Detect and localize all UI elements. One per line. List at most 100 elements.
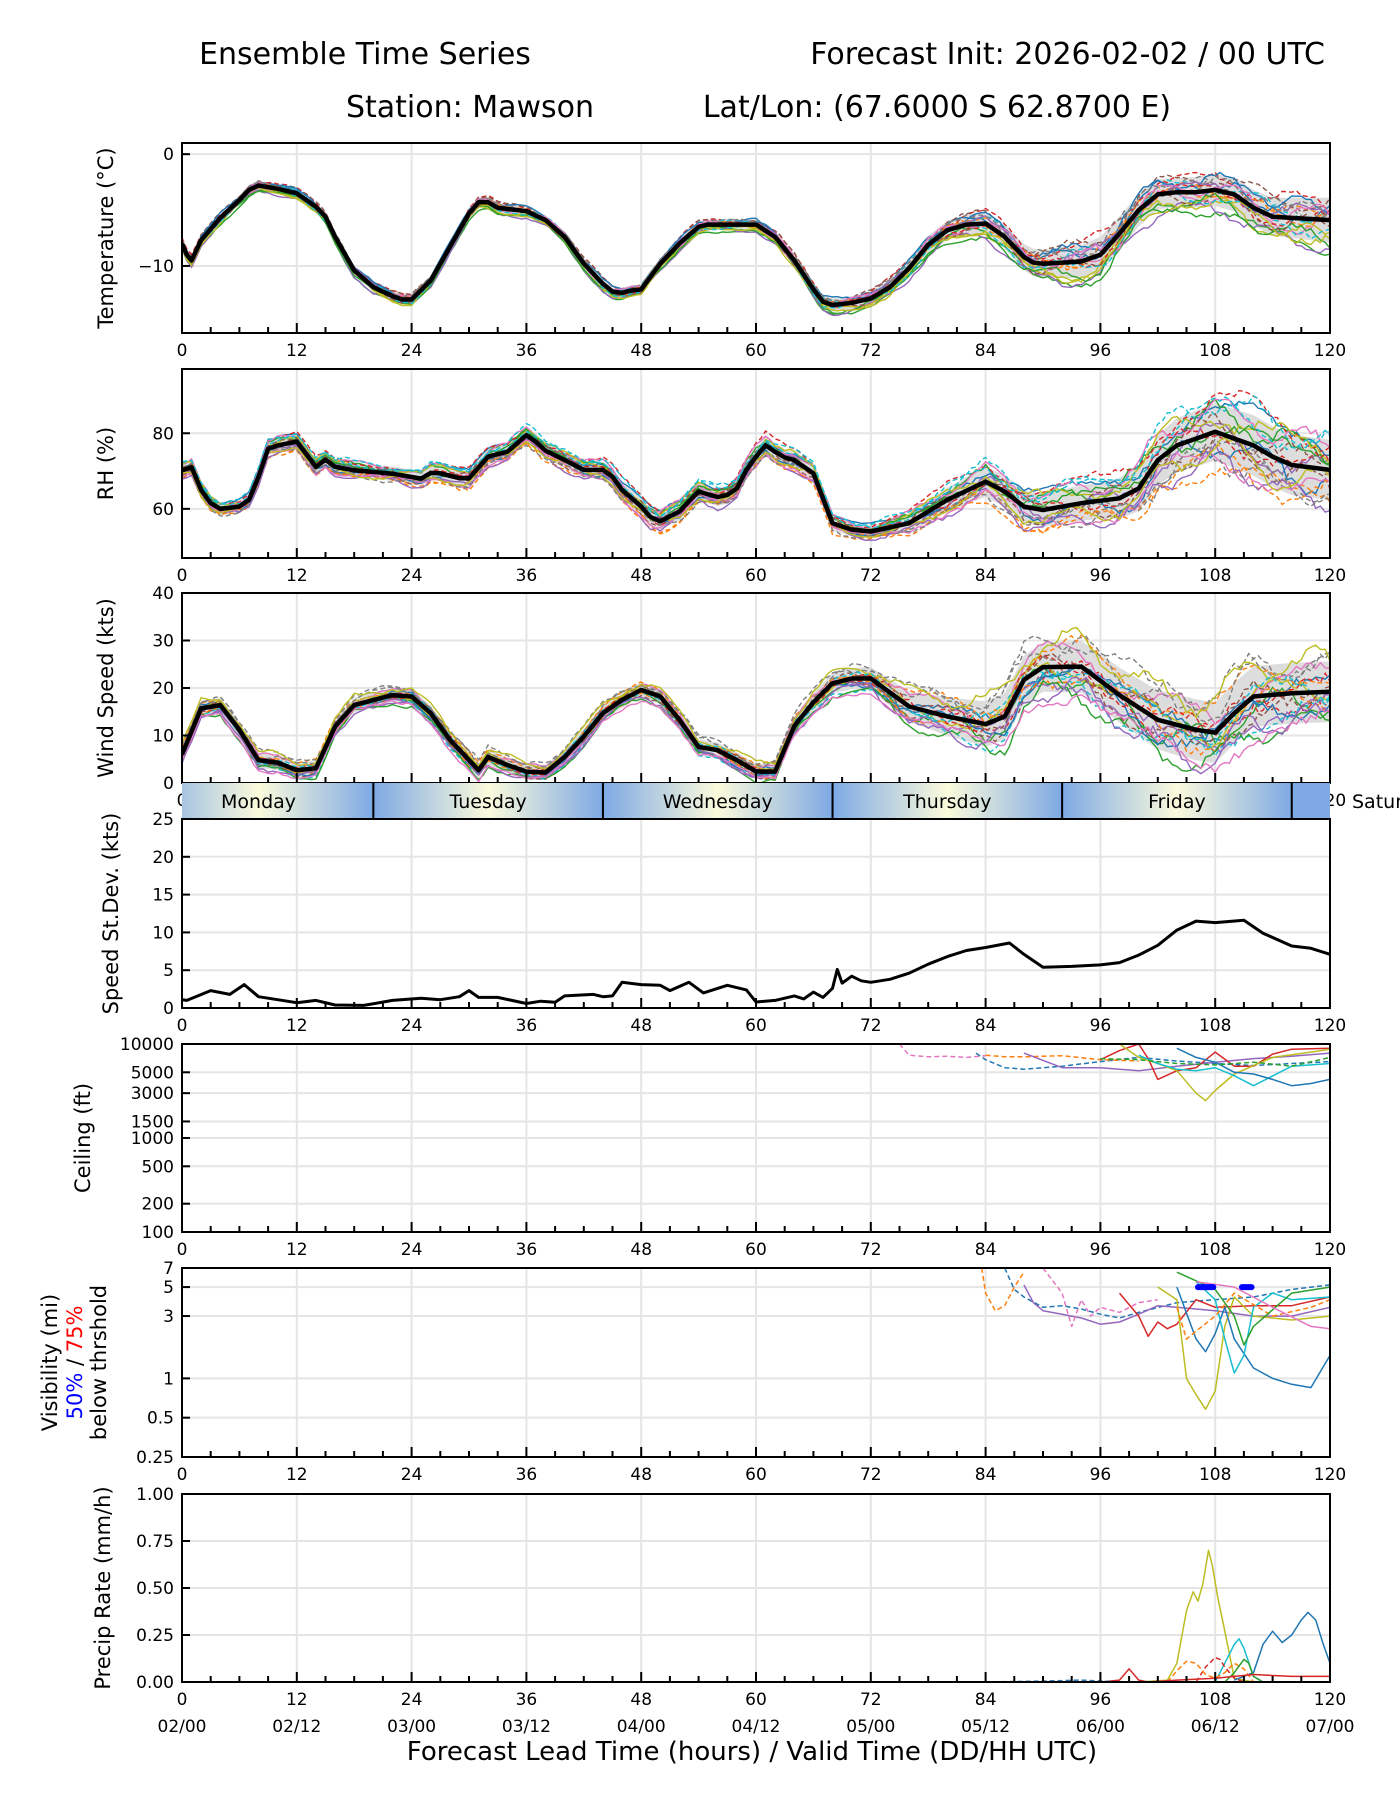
x-tick-label: 36 bbox=[516, 341, 538, 361]
ensemble-member-line bbox=[182, 437, 1330, 539]
x-tick-label: 108 bbox=[1199, 566, 1231, 586]
series-line bbox=[1157, 1286, 1330, 1411]
series-line bbox=[1138, 1054, 1330, 1087]
x-tick-label: 120 bbox=[1314, 1690, 1346, 1710]
x-tick-label: 36 bbox=[516, 566, 538, 586]
panel-speed_stdev: 0 5 10 15 20 25 0 12 24 36 48 60 72 84 96 108 120 Speed S… bbox=[99, 810, 1346, 1036]
x-tick-label: 0 bbox=[177, 1465, 188, 1485]
x-tick-label: 120 bbox=[1314, 1240, 1346, 1260]
valid-time-label: 04/12 bbox=[732, 1717, 781, 1737]
y-tick-label: 3 bbox=[163, 1307, 174, 1327]
station-label: Station: Mawson bbox=[346, 90, 594, 125]
ensemble-member-line bbox=[182, 398, 1330, 531]
spread-band bbox=[182, 640, 1330, 781]
x-tick-label: 0 bbox=[177, 1240, 188, 1260]
x-tick-label: 108 bbox=[1199, 1465, 1231, 1485]
ensemble-member-line bbox=[182, 626, 1330, 770]
x-tick-label: 120 bbox=[1314, 566, 1346, 586]
series-line bbox=[1023, 1284, 1330, 1325]
visibility-series bbox=[981, 1267, 1330, 1411]
y-tick-label: 100 bbox=[142, 1223, 174, 1243]
day-label: Saturday bbox=[1352, 791, 1400, 813]
valid-time-label: 02/12 bbox=[272, 1717, 321, 1737]
y-tick-label: 1500 bbox=[131, 1112, 174, 1132]
y-tick-label: 3000 bbox=[131, 1084, 174, 1104]
valid-time-label: 05/00 bbox=[846, 1717, 895, 1737]
threshold-50-label: 50% bbox=[63, 1373, 87, 1420]
x-tick-label: 24 bbox=[401, 1240, 423, 1260]
y-tick-label: −10 bbox=[138, 257, 174, 277]
y-tick-label: 20 bbox=[152, 848, 174, 868]
y-tick-label: 80 bbox=[152, 424, 174, 444]
x-tick-label: 60 bbox=[745, 341, 767, 361]
valid-time-label: 04/00 bbox=[617, 1717, 666, 1737]
series-line bbox=[1166, 1660, 1255, 1683]
y-axis-label: Wind Speed (kts) bbox=[94, 598, 118, 778]
ensemble-members bbox=[182, 389, 1330, 542]
ensemble-member-line bbox=[182, 442, 1330, 538]
y-axis-label: Ceiling (ft) bbox=[71, 1083, 95, 1193]
series-line bbox=[1176, 1292, 1330, 1340]
series-line bbox=[985, 1054, 1139, 1062]
x-tick-label: 0 bbox=[177, 341, 188, 361]
series-line bbox=[1004, 1267, 1330, 1319]
x-tick-label: 48 bbox=[630, 1690, 652, 1710]
x-tick-label: 96 bbox=[1090, 566, 1112, 586]
y-tick-label: 30 bbox=[152, 632, 174, 652]
panel-wind_speed: 01020304001224364860728496108120Wind Spe… bbox=[94, 584, 1346, 811]
y-tick-label: 60 bbox=[152, 500, 174, 520]
y-tick-label: 10 bbox=[152, 923, 174, 943]
y-axis-label: Speed St.Dev. (kts) bbox=[99, 813, 123, 1015]
ensemble-members bbox=[182, 171, 1330, 317]
series-line bbox=[1100, 1056, 1330, 1067]
y-tick-label: 10000 bbox=[120, 1035, 174, 1055]
series-line bbox=[1234, 1611, 1330, 1681]
ensemble-member-line bbox=[182, 389, 1330, 529]
y-tick-label: 10 bbox=[152, 727, 174, 747]
spread-band bbox=[182, 173, 1330, 312]
ensemble-member-line bbox=[182, 439, 1330, 535]
y-axis-label: Precip Rate (mm/h) bbox=[91, 1486, 115, 1689]
day-label: Monday bbox=[221, 791, 296, 813]
y-tick-label: 5 bbox=[163, 961, 174, 981]
series-line bbox=[1118, 1292, 1330, 1338]
x-tick-label: 72 bbox=[860, 1240, 882, 1260]
x-tick-label: 120 bbox=[1314, 1465, 1346, 1485]
panel-visibility: 0.25 0.5 1 3 57 0 12 24 36 48 60 72 84 96 108 120 Visibi… bbox=[38, 1259, 1346, 1485]
y-tick-label: 20 bbox=[152, 679, 174, 699]
series-line bbox=[1195, 1280, 1330, 1330]
x-tick-label: 24 bbox=[401, 1690, 423, 1710]
y-tick-label: 500 bbox=[142, 1157, 174, 1177]
x-tick-label: 108 bbox=[1199, 1016, 1231, 1036]
forecast-init-label: Forecast Init: 2026-02-02 / 00 UTC bbox=[810, 37, 1325, 72]
x-tick-label: 12 bbox=[286, 566, 308, 586]
x-tick-label: 72 bbox=[860, 1465, 882, 1485]
y-tick-label: 1.00 bbox=[136, 1485, 174, 1505]
y-tick-label: 0 bbox=[163, 999, 174, 1019]
x-tick-label: 12 bbox=[286, 1016, 308, 1036]
series-line bbox=[1138, 1549, 1330, 1683]
x-tick-label: 84 bbox=[975, 1240, 997, 1260]
y-tick-label: 5 bbox=[163, 1278, 174, 1298]
x-tick-label: 0 bbox=[177, 566, 188, 586]
x-tick-label: 24 bbox=[401, 1465, 423, 1485]
day-label: Thursday bbox=[902, 791, 991, 813]
y-tick-label: 5000 bbox=[131, 1063, 174, 1083]
valid-time-label: 05/12 bbox=[961, 1717, 1010, 1737]
series-line bbox=[1176, 1047, 1330, 1087]
precip_rate-series bbox=[985, 1549, 1330, 1683]
series-line bbox=[898, 1043, 986, 1059]
valid-time-label: 03/00 bbox=[387, 1717, 436, 1737]
x-tick-label: 0 bbox=[177, 1690, 188, 1710]
x-tick-label: 24 bbox=[401, 341, 423, 361]
x-tick-label: 108 bbox=[1199, 341, 1231, 361]
x-tick-label: 84 bbox=[975, 1016, 997, 1036]
y-tick-label: 0.00 bbox=[136, 1673, 174, 1693]
x-tick-label: 84 bbox=[975, 341, 997, 361]
ensemble-mean-line bbox=[182, 664, 1330, 775]
x-tick-label: 36 bbox=[516, 1690, 538, 1710]
y-axis-label: Visibility (mi) bbox=[38, 1294, 62, 1431]
x-tick-label: 12 bbox=[286, 1465, 308, 1485]
